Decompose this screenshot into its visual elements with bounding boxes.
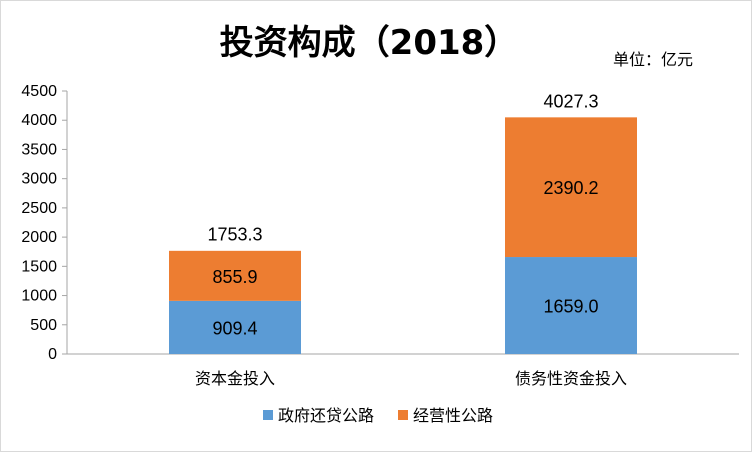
y-tick-label: 2500 [21, 200, 57, 217]
segment-value-label: 1659.0 [543, 297, 598, 317]
total-value-label: 1753.3 [207, 225, 262, 245]
data-labels: 909.4 855.9 1753.3 资本金投入 1659.0 2390.2 4027.3 债… [195, 92, 627, 388]
segment-value-label: 2390.2 [543, 178, 598, 198]
unit-label: 单位：亿元 [613, 50, 693, 69]
bar-segment [505, 257, 637, 354]
y-tick-label: 4000 [21, 112, 57, 129]
y-tick-label: 2000 [21, 229, 57, 246]
bar-segment [505, 117, 637, 258]
segment-value-label: 909.4 [212, 318, 257, 338]
legend-label: 政府还贷公路 [278, 406, 374, 425]
legend: 政府还贷公路 经营性公路 [263, 406, 493, 425]
legend-swatch [263, 410, 273, 420]
y-tick-label: 0 [48, 346, 57, 363]
category-label: 资本金投入 [195, 369, 275, 388]
chart-title: 投资构成（2018） [220, 23, 519, 63]
segment-value-label: 855.9 [212, 267, 257, 287]
y-tick-label: 3000 [21, 171, 57, 188]
bar-segment [169, 300, 301, 354]
category-label: 债务性资金投入 [515, 369, 627, 388]
y-tick-label: 3500 [21, 141, 57, 158]
axes: 0 500 1000 1500 2000 2500 3000 3500 4000 4500 [21, 83, 739, 363]
y-tick-label: 1000 [21, 288, 57, 305]
legend-label: 经营性公路 [413, 406, 493, 425]
total-value-label: 4027.3 [543, 92, 598, 112]
y-tick-label: 4500 [21, 83, 57, 100]
bars [169, 117, 637, 354]
y-tick-label: 1500 [21, 258, 57, 275]
bar-segment [169, 250, 301, 301]
legend-swatch [398, 410, 408, 420]
y-tick-label: 500 [30, 317, 57, 334]
